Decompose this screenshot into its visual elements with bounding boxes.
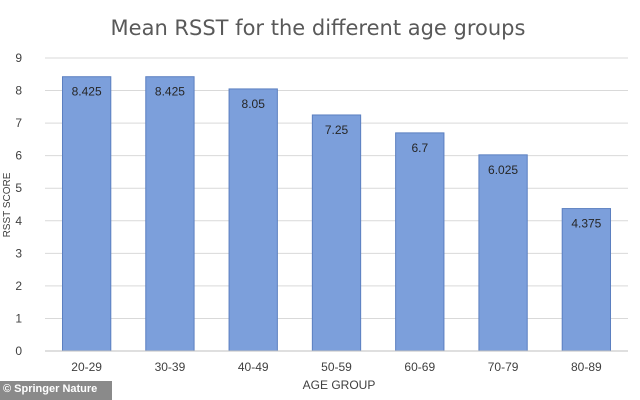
bar [478,154,528,352]
x-tick-label: 30-39 [155,360,186,374]
y-tick-label: 3 [15,246,22,260]
y-tick-labels: 0 1 2 3 4 5 6 7 8 9 [15,51,22,358]
bar [395,132,445,352]
data-label: 6.025 [488,163,518,177]
x-tick-label: 70-79 [488,360,519,374]
bar [561,208,612,352]
y-tick-label: 8 [15,84,22,98]
image-credit: © Springer Nature [3,383,98,395]
x-tick-label: 60-69 [404,360,435,374]
x-tick-labels: 20-29 30-39 40-49 50-59 60-69 70-79 80-89 [71,360,602,374]
chart-title: Mean RSST for the different age groups [111,16,526,40]
y-tick-label: 4 [15,214,22,228]
y-tick-label: 9 [15,51,22,65]
data-label: 8.425 [72,85,102,99]
x-tick-label: 50-59 [321,360,352,374]
x-tick-label: 40-49 [238,360,269,374]
y-tick-label: 1 [15,311,22,325]
bar [61,76,112,352]
data-label: 8.05 [242,97,266,111]
bar [311,114,362,352]
y-tick-label: 5 [15,181,22,195]
x-tick-label: 80-89 [571,360,602,374]
y-tick-label: 7 [15,116,22,130]
x-tick-label: 20-29 [71,360,102,374]
bar [228,88,278,352]
data-label: 7.25 [325,123,349,137]
x-axis-title: AGE GROUP [303,378,376,392]
bars [61,76,612,352]
data-label: 6.7 [411,141,428,155]
bar [145,76,195,352]
y-tick-label: 6 [15,149,22,163]
y-tick-label: 2 [15,279,22,293]
credit-banner [0,381,112,400]
data-labels: 8.425 8.425 8.05 7.25 6.7 6.025 4.375 [72,85,602,231]
y-tick-label: 0 [15,344,22,358]
data-label: 4.375 [571,217,601,231]
data-label: 8.425 [155,85,185,99]
y-axis-title: RSST SCORE [2,172,13,237]
